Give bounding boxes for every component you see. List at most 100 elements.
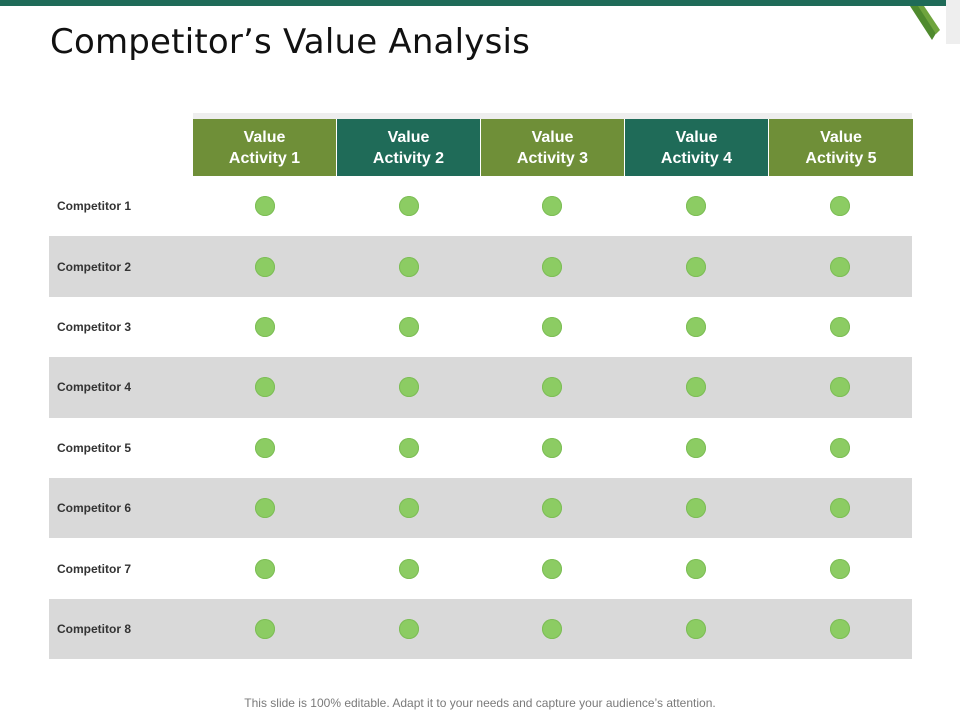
green-dot-icon	[686, 377, 707, 398]
table-cell	[768, 618, 912, 639]
table-cell	[624, 618, 768, 639]
table-cell	[768, 437, 912, 458]
table-body: Competitor 1 Competitor 2 Competitor 3 Comp…	[49, 176, 912, 660]
table-row: Competitor 5	[49, 418, 912, 478]
page-title: Competitor’s Value Analysis	[50, 22, 531, 62]
table-row: Competitor 3	[49, 297, 912, 357]
table-row: Competitor 4	[49, 357, 912, 418]
column-header-activity-3: Value Activity 3	[481, 119, 624, 176]
table-cell	[337, 316, 481, 337]
green-dot-icon	[830, 316, 851, 337]
green-dot-icon	[686, 437, 707, 458]
green-dot-icon	[398, 618, 419, 639]
footer-note: This slide is 100% editable. Adapt it to…	[244, 696, 716, 710]
green-dot-icon	[254, 558, 275, 579]
table-cell	[768, 558, 912, 579]
row-label-competitor-1: Competitor 1	[57, 199, 132, 214]
table-cell	[193, 437, 337, 458]
table-cell	[624, 196, 768, 217]
top-accent-bar	[0, 0, 960, 6]
table-cell	[337, 196, 481, 217]
green-dot-icon	[542, 558, 563, 579]
table-row: Competitor 8	[49, 598, 912, 660]
green-dot-icon	[254, 256, 275, 277]
green-dot-icon	[686, 256, 707, 277]
table-cell	[624, 558, 768, 579]
green-dot-icon	[542, 256, 563, 277]
table-cell	[768, 316, 912, 337]
column-header-activity-1: Value Activity 1	[193, 119, 336, 176]
row-label-competitor-6: Competitor 6	[57, 501, 132, 516]
green-dot-icon	[254, 377, 275, 398]
table-cell	[337, 377, 481, 398]
table-cell	[481, 256, 625, 277]
header-top-strip	[193, 113, 912, 119]
corner-chevron-icon	[910, 0, 960, 44]
table-cell	[193, 618, 337, 639]
green-dot-icon	[398, 196, 419, 217]
table-cell	[768, 498, 912, 519]
table-cell	[481, 618, 625, 639]
table-row: Competitor 2	[49, 236, 912, 297]
green-dot-icon	[398, 256, 419, 277]
table-row: Competitor 6	[49, 477, 912, 539]
green-dot-icon	[686, 498, 707, 519]
table-cell	[768, 377, 912, 398]
green-dot-icon	[398, 558, 419, 579]
green-dot-icon	[398, 498, 419, 519]
green-dot-icon	[398, 377, 419, 398]
green-dot-icon	[830, 498, 851, 519]
table-cell	[193, 256, 337, 277]
green-dot-icon	[830, 558, 851, 579]
green-dot-icon	[830, 196, 851, 217]
green-dot-icon	[686, 316, 707, 337]
table-cell	[337, 437, 481, 458]
green-dot-icon	[254, 196, 275, 217]
table-cell	[193, 558, 337, 579]
table-cell	[193, 196, 337, 217]
table-cell	[193, 377, 337, 398]
column-header-activity-5: Value Activity 5	[769, 119, 913, 176]
row-label-competitor-8: Competitor 8	[57, 621, 132, 636]
table-cell	[624, 316, 768, 337]
green-dot-icon	[254, 618, 275, 639]
table-cell	[193, 498, 337, 519]
row-label-competitor-3: Competitor 3	[57, 319, 132, 334]
green-dot-icon	[830, 437, 851, 458]
green-dot-icon	[830, 377, 851, 398]
green-dot-icon	[254, 316, 275, 337]
column-header-activity-4: Value Activity 4	[625, 119, 768, 176]
green-dot-icon	[542, 377, 563, 398]
table-cell	[481, 377, 625, 398]
table-cell	[481, 558, 625, 579]
green-dot-icon	[398, 437, 419, 458]
table-cell	[337, 618, 481, 639]
green-dot-icon	[686, 618, 707, 639]
table-cell	[337, 498, 481, 519]
row-label-competitor-4: Competitor 4	[57, 380, 132, 395]
green-dot-icon	[686, 558, 707, 579]
table-cell	[481, 437, 625, 458]
green-dot-icon	[542, 316, 563, 337]
table-row: Competitor 1	[49, 176, 912, 236]
green-dot-icon	[398, 316, 419, 337]
table-cell	[768, 196, 912, 217]
table-cell	[337, 256, 481, 277]
row-label-competitor-5: Competitor 5	[57, 440, 132, 455]
table-cell	[624, 498, 768, 519]
table-cell	[193, 316, 337, 337]
table-cell	[481, 498, 625, 519]
column-header-activity-2: Value Activity 2	[337, 119, 480, 176]
green-dot-icon	[542, 437, 563, 458]
green-dot-icon	[542, 196, 563, 217]
green-dot-icon	[830, 256, 851, 277]
table-cell	[768, 256, 912, 277]
table-cell	[481, 196, 625, 217]
table-cell	[337, 558, 481, 579]
green-dot-icon	[254, 437, 275, 458]
table-cell	[481, 316, 625, 337]
row-label-competitor-7: Competitor 7	[57, 561, 132, 576]
green-dot-icon	[542, 618, 563, 639]
green-dot-icon	[542, 498, 563, 519]
table-cell	[624, 377, 768, 398]
